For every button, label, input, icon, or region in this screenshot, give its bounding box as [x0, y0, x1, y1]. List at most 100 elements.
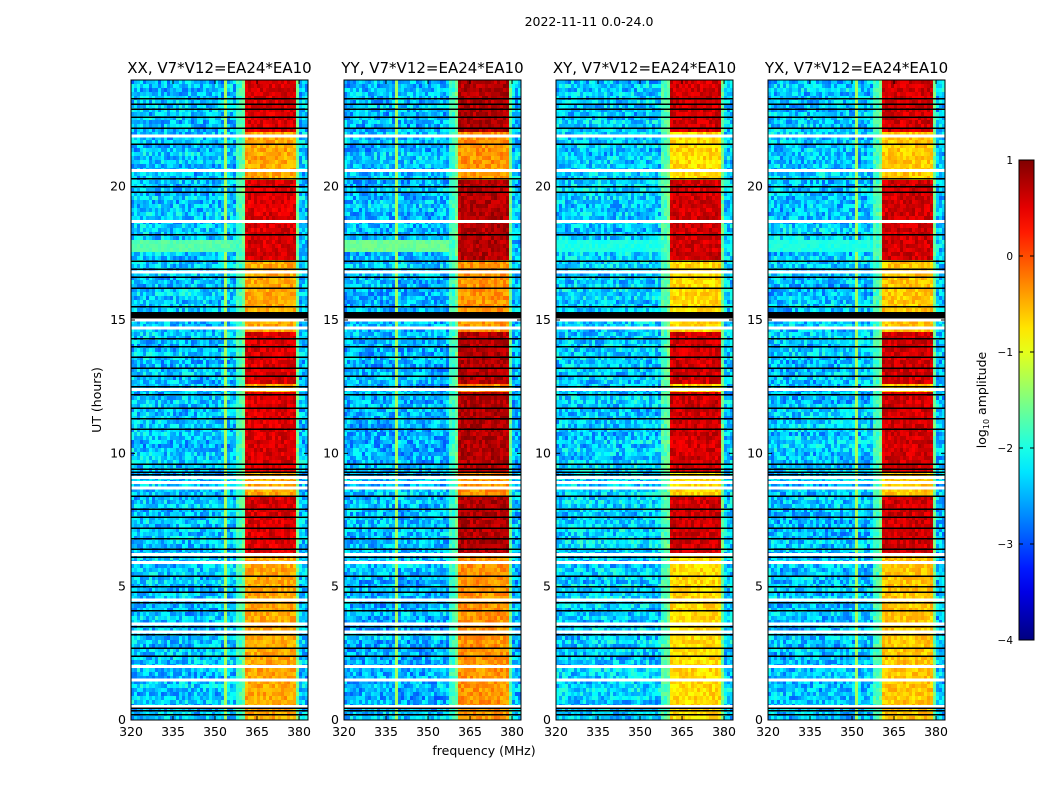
- flag-line-black: [768, 429, 945, 431]
- flag-line-white: [131, 561, 308, 564]
- flag-line-black: [131, 429, 308, 431]
- flag-line-black: [768, 178, 945, 180]
- flag-line-white: [344, 388, 521, 391]
- flag-line-black: [344, 509, 521, 511]
- figure-suptitle: 2022-11-11 0.0-24.0: [525, 14, 654, 29]
- flag-line-black: [344, 714, 521, 716]
- flag-line-black: [556, 191, 733, 193]
- flag-line-black: [131, 471, 308, 473]
- flag-line-white: [768, 631, 945, 634]
- flag-line-black: [556, 277, 733, 279]
- flag-line-black: [344, 586, 521, 588]
- flag-line-black: [556, 143, 733, 145]
- flag-line-black: [131, 117, 308, 119]
- flag-line-black: [344, 538, 521, 540]
- flag-line-black: [768, 186, 945, 188]
- x-tick-label: 380: [287, 724, 311, 739]
- flag-line-black: [131, 357, 308, 359]
- flag-line-black: [131, 634, 308, 636]
- flag-line-white: [556, 561, 733, 564]
- flag-line-black: [131, 714, 308, 716]
- flag-line-black: [344, 338, 521, 340]
- flag-line-white: [344, 319, 521, 322]
- flag-line-black: [344, 109, 521, 111]
- flag-line-white: [768, 220, 945, 223]
- flag-line-black: [131, 655, 308, 657]
- x-tick-label: 380: [924, 724, 948, 739]
- flag-line-black: [768, 117, 945, 119]
- flag-line-black: [556, 647, 733, 649]
- flag-block: [344, 312, 521, 319]
- flag-line-white: [344, 476, 521, 479]
- flag-line-black: [768, 602, 945, 604]
- y-tick-label: 5: [755, 579, 763, 594]
- flag-line-black: [344, 306, 521, 308]
- y-tick-label: 10: [535, 445, 551, 460]
- colorbar-tick-label: 0: [1006, 251, 1013, 263]
- flag-line-black: [131, 610, 308, 612]
- flag-line-black: [768, 517, 945, 519]
- flag-line-white: [556, 487, 733, 490]
- y-axis-label: UT (hours): [89, 367, 104, 433]
- flag-line-black: [556, 375, 733, 377]
- flag-line-black: [131, 127, 308, 129]
- flag-line-black: [344, 527, 521, 529]
- flag-line-black: [556, 610, 733, 612]
- flag-line-black: [768, 626, 945, 628]
- flag-line-black: [344, 575, 521, 577]
- x-tick-label: 335: [586, 724, 610, 739]
- flag-line-black: [344, 407, 521, 409]
- flag-line-black: [131, 557, 308, 559]
- flag-block: [556, 312, 733, 319]
- flag-line-white: [768, 553, 945, 556]
- flag-line-white: [131, 271, 308, 274]
- flag-line-black: [344, 277, 521, 279]
- flag-line-white: [556, 220, 733, 223]
- flag-line-white: [131, 327, 308, 330]
- flag-line-black: [131, 710, 308, 712]
- flag-line-black: [344, 634, 521, 636]
- colorbar-label: log10 amplitude: [974, 351, 991, 448]
- flag-line-black: [556, 98, 733, 100]
- flag-line-white: [131, 679, 308, 682]
- flag-line-white: [344, 327, 521, 330]
- flag-line-white: [344, 561, 521, 564]
- flag-line-black: [344, 591, 521, 593]
- flag-line-white: [768, 169, 945, 172]
- flag-line-black: [768, 509, 945, 511]
- flag-line-white: [768, 623, 945, 626]
- flag-line-white: [768, 487, 945, 490]
- flag-line-white: [344, 487, 521, 490]
- flag-line-black: [131, 191, 308, 193]
- y-tick-label: 10: [110, 445, 126, 460]
- flag-line-black: [768, 575, 945, 577]
- flag-line-black: [768, 586, 945, 588]
- flag-line-black: [344, 557, 521, 559]
- y-tick-label: 15: [110, 312, 126, 327]
- flag-line-black: [556, 591, 733, 593]
- flag-line-black: [768, 495, 945, 497]
- flag-line-black: [131, 394, 308, 396]
- y-tick-label: 0: [755, 712, 763, 727]
- flag-line-black: [131, 575, 308, 577]
- y-tick-label: 15: [535, 312, 551, 327]
- flag-line-black: [556, 714, 733, 716]
- flag-line-white: [556, 271, 733, 274]
- flag-line-black: [556, 538, 733, 540]
- flag-line-white: [344, 169, 521, 172]
- flag-block: [768, 312, 945, 319]
- flag-line-black: [768, 471, 945, 473]
- y-tick-label: 10: [323, 445, 339, 460]
- flag-line-black: [131, 367, 308, 369]
- flag-line-black: [344, 103, 521, 105]
- colorbar-tick-label: −1: [998, 347, 1013, 359]
- flag-line-black: [556, 495, 733, 497]
- flag-line-black: [556, 287, 733, 289]
- flag-line-black: [768, 610, 945, 612]
- y-tick-label: 0: [331, 712, 339, 727]
- flag-line-white: [556, 665, 733, 668]
- flag-line-white: [131, 631, 308, 634]
